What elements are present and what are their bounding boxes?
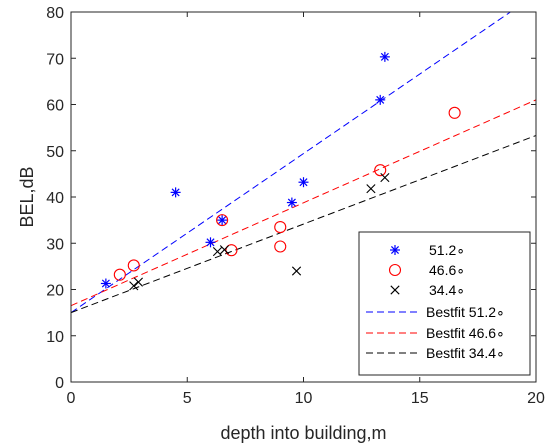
x-tick-label: 5 xyxy=(183,390,192,407)
data-point xyxy=(286,197,297,208)
best-fit-line xyxy=(70,135,537,314)
data-point xyxy=(448,106,461,119)
y-tick-label: 20 xyxy=(46,283,64,300)
legend-marker xyxy=(390,245,400,255)
best-fit-line xyxy=(70,11,511,314)
best-fit-lines xyxy=(70,11,537,314)
data-point xyxy=(205,237,216,248)
data-point xyxy=(291,266,302,276)
y-tick-label: 0 xyxy=(55,375,64,392)
x-axis-label: depth into building,m xyxy=(220,423,386,443)
y-axis-label: BEL,dB xyxy=(17,166,37,227)
legend-marker xyxy=(388,263,402,277)
data-point xyxy=(375,94,386,105)
data-point xyxy=(217,215,228,226)
data-point xyxy=(133,277,144,287)
axis-ticks: 0 5 10 15 20 0 10 20 30 40 50 60 70 80 xyxy=(46,5,545,407)
data-point xyxy=(225,244,238,257)
data-point xyxy=(298,177,309,188)
data-points xyxy=(100,51,461,291)
data-point xyxy=(113,268,126,281)
data-point xyxy=(274,240,287,253)
y-tick-label: 50 xyxy=(46,144,64,161)
data-point xyxy=(379,51,390,62)
y-tick-label: 30 xyxy=(46,236,64,253)
legend-entry: 51.2∘ xyxy=(429,242,465,258)
best-fit-line xyxy=(70,99,537,307)
data-point xyxy=(129,281,139,291)
legend-box xyxy=(358,231,531,376)
x-tick-label: 20 xyxy=(527,390,545,407)
data-point xyxy=(274,221,287,234)
legend-entry: 46.6∘ xyxy=(429,262,465,278)
data-point xyxy=(127,259,140,272)
data-point xyxy=(216,214,229,227)
data-point xyxy=(374,164,387,177)
legend-marker xyxy=(390,285,400,295)
y-tick-label: 60 xyxy=(46,98,64,115)
legend-entry: Bestfit 34.4∘ xyxy=(426,345,505,361)
x-tick-label: 10 xyxy=(295,390,313,407)
data-point xyxy=(100,278,111,289)
y-tick-label: 80 xyxy=(46,5,64,22)
legend-entry: 34.4∘ xyxy=(429,282,465,298)
legend: 51.2∘ 46.6∘ 34.4∘ Bestfit 51.2∘ Bestfit 46.6… xyxy=(358,231,531,376)
x-tick-label: 0 xyxy=(67,390,76,407)
data-point xyxy=(219,245,230,255)
data-point xyxy=(212,246,223,257)
y-tick-label: 40 xyxy=(46,190,64,207)
data-point xyxy=(380,172,390,183)
y-tick-label: 10 xyxy=(46,329,64,346)
x-tick-label: 15 xyxy=(411,390,429,407)
data-point xyxy=(170,187,181,198)
legend-entry: Bestfit 46.6∘ xyxy=(426,325,505,341)
legend-entry: Bestfit 51.2∘ xyxy=(426,304,505,320)
data-point xyxy=(366,184,376,194)
y-tick-label: 70 xyxy=(46,51,64,68)
